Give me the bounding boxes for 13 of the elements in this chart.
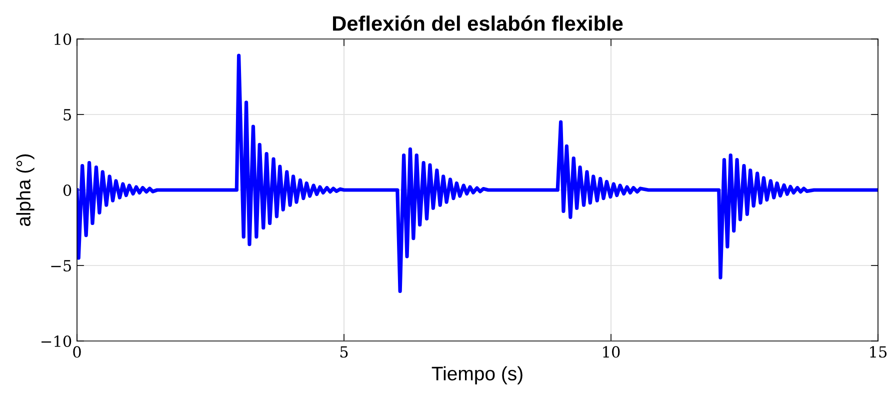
y-tick-label: −5 <box>51 260 71 272</box>
x-tick-label: 10 <box>603 346 620 358</box>
y-tick-label: 5 <box>64 109 71 121</box>
x-axis-title: Tiempo (s) <box>432 366 522 384</box>
x-tick-label: 0 <box>73 346 81 358</box>
y-axis-title: alpha (°) <box>16 154 34 226</box>
y-tick-label: 10 <box>54 33 72 46</box>
x-tick-label: 15 <box>870 346 887 358</box>
line-series <box>77 54 878 293</box>
chart-title: Deflexión del eslabón flexible <box>333 15 623 31</box>
x-tick-label: 5 <box>340 346 348 358</box>
y-tick-label: 0 <box>63 184 72 196</box>
y-tick-label: −10 <box>42 335 72 348</box>
